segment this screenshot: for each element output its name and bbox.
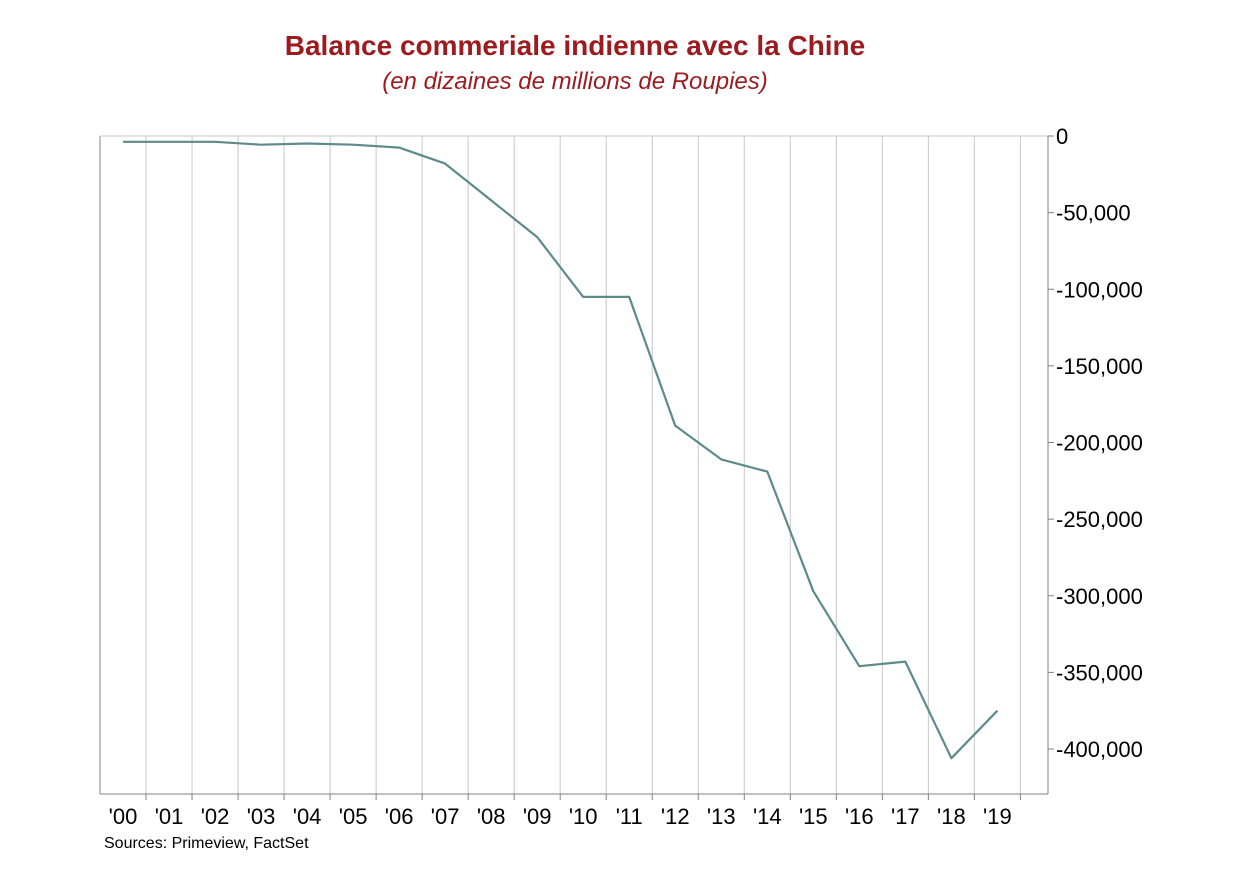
x-tick-label: '06 — [385, 804, 414, 829]
x-tick-label: '16 — [845, 804, 874, 829]
x-tick-label: '18 — [937, 804, 966, 829]
x-tick-label: '15 — [799, 804, 828, 829]
x-tick-label: '19 — [983, 804, 1012, 829]
y-tick-label: -250,000 — [1056, 507, 1143, 532]
y-tick-label: -50,000 — [1056, 201, 1131, 226]
y-tick-label: -350,000 — [1056, 660, 1143, 685]
x-tick-label: '04 — [293, 804, 322, 829]
x-tick-label: '01 — [155, 804, 184, 829]
y-tick-label: -100,000 — [1056, 277, 1143, 302]
x-tick-label: '09 — [523, 804, 552, 829]
x-tick-label: '12 — [661, 804, 690, 829]
y-tick-label: -200,000 — [1056, 431, 1143, 456]
chart-subtitle: (en dizaines de millions de Roupies) — [382, 68, 768, 95]
x-tick-label: '02 — [201, 804, 230, 829]
source-note: Sources: Primeview, FactSet — [104, 835, 309, 852]
chart-title: Balance commeriale indienne avec la Chin… — [284, 30, 866, 61]
y-tick-label: -300,000 — [1056, 584, 1143, 609]
x-tick-label: '13 — [707, 804, 736, 829]
x-tick-label: '14 — [753, 804, 782, 829]
y-tick-label: -400,000 — [1056, 737, 1143, 762]
x-tick-label: '10 — [569, 804, 598, 829]
x-tick-label: '08 — [477, 804, 506, 829]
x-tick-label: '05 — [339, 804, 368, 829]
y-tick-label: -150,000 — [1056, 354, 1143, 379]
x-tick-label: '07 — [431, 804, 460, 829]
series-line — [123, 140, 999, 760]
x-tick-label: '17 — [891, 804, 920, 829]
x-tick-label: '11 — [616, 804, 643, 829]
x-tick-label: '03 — [247, 804, 276, 829]
y-tick-label: 0 — [1056, 124, 1068, 149]
x-tick-label: '00 — [109, 804, 138, 829]
